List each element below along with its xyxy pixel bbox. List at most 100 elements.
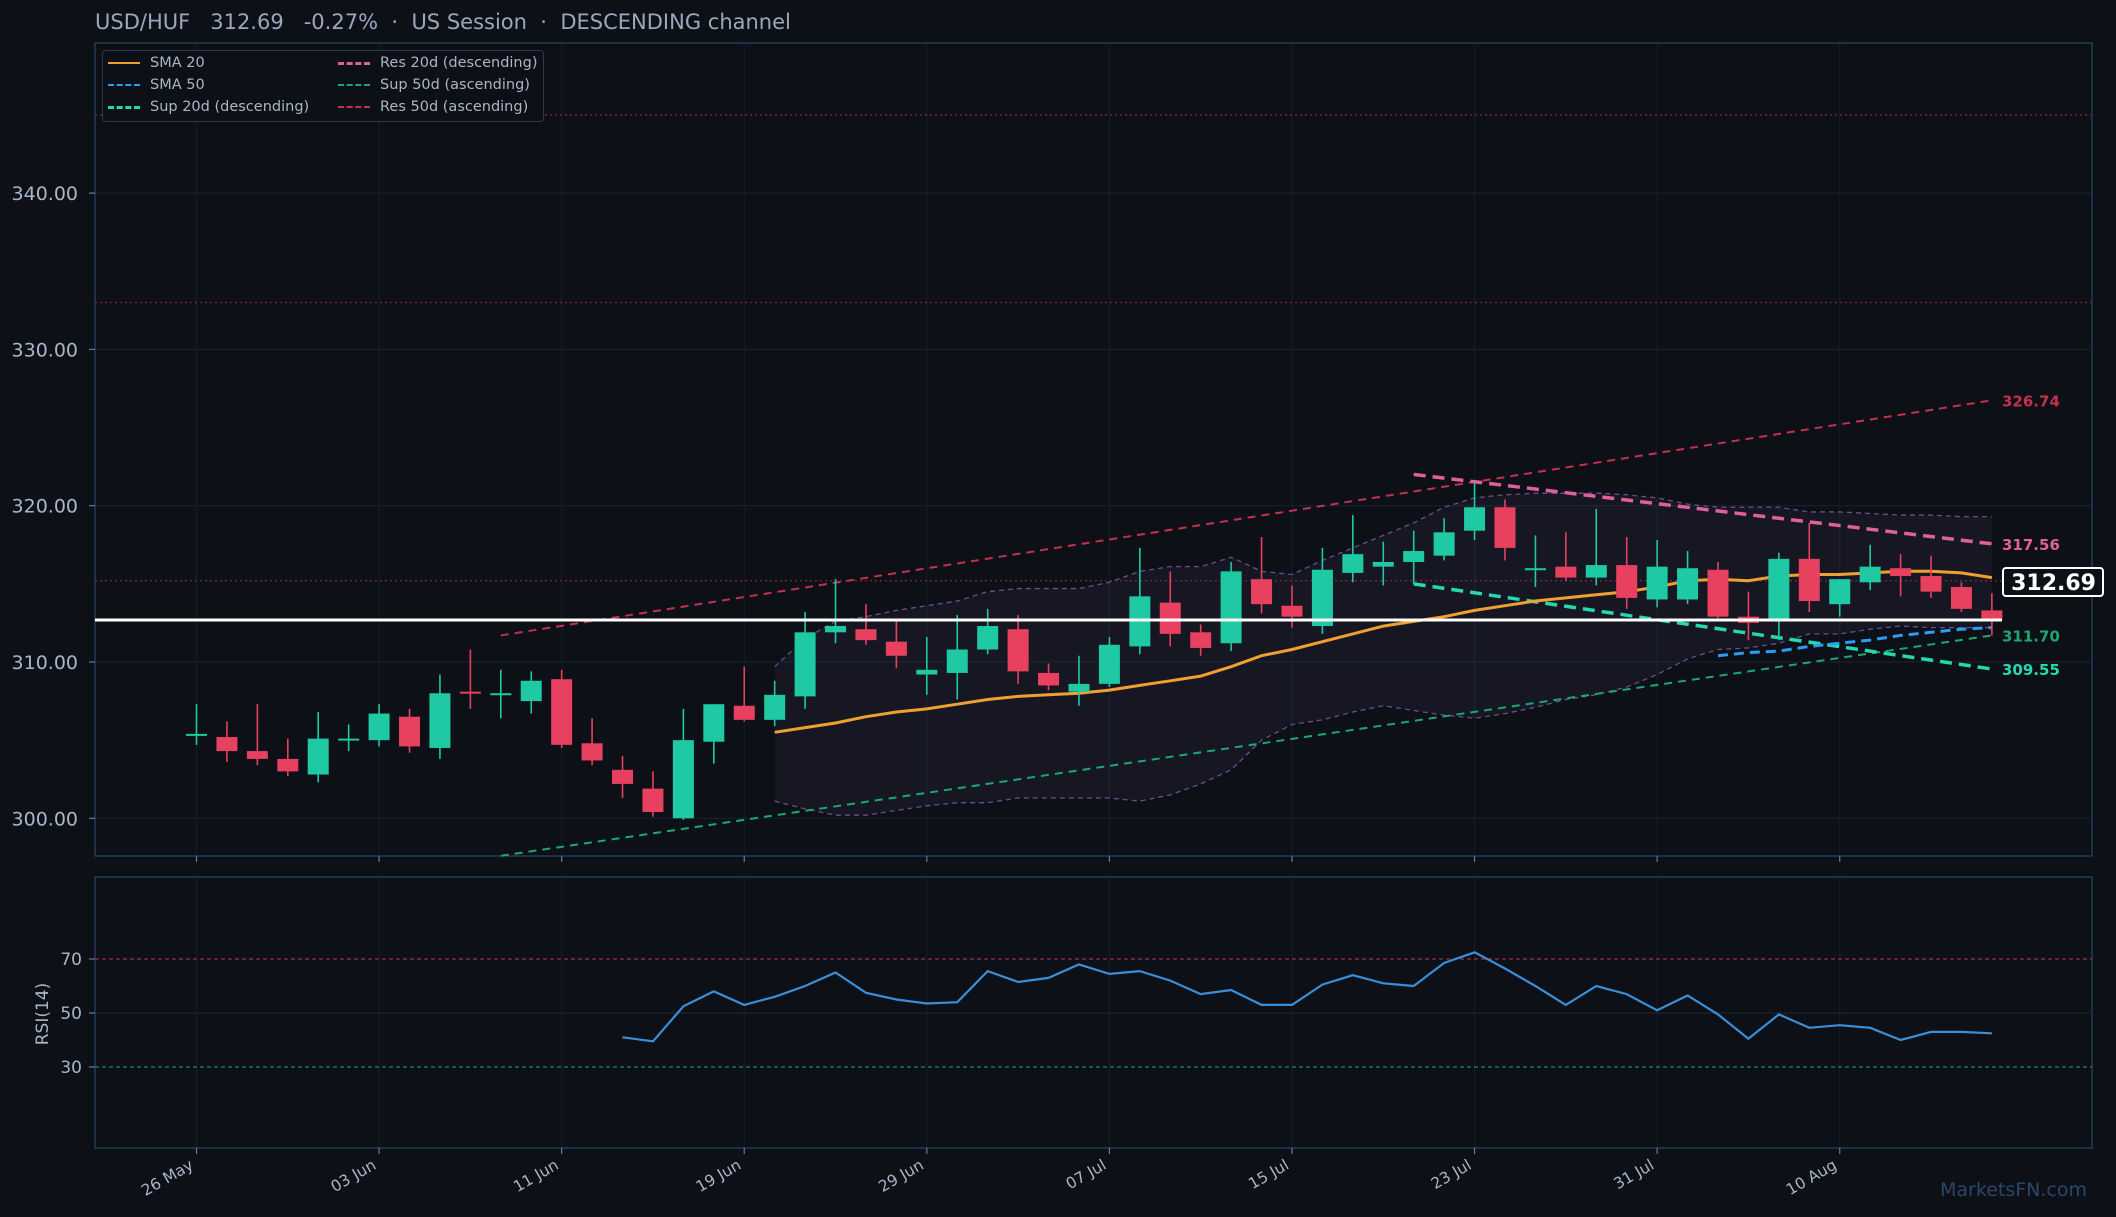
candle-body-35	[1251, 579, 1273, 605]
last-price-tag: 312.69	[2002, 567, 2104, 597]
legend-swatch-res20	[338, 61, 370, 65]
candle-body-59	[1981, 610, 2003, 620]
candle-body-19	[764, 694, 786, 720]
candle-body-53	[1798, 558, 1820, 602]
candle-body-40	[1403, 551, 1425, 562]
x-tick-label-4: 29 Jun	[875, 1156, 926, 1196]
legend-swatch-sup20	[108, 105, 140, 109]
candle-body-49	[1677, 568, 1699, 600]
x-tick-label-7: 23 Jul	[1428, 1156, 1475, 1193]
candle-body-30	[1098, 644, 1120, 684]
rsi-axis-label: RSI(14)	[33, 983, 53, 1046]
header-symbol: USD/HUF	[95, 10, 191, 34]
candle-body-48	[1646, 566, 1668, 600]
x-tick-label-9: 10 Aug	[1783, 1156, 1840, 1199]
legend-label-sup20: Sup 20d (descending)	[150, 99, 310, 115]
candle-body-52	[1768, 558, 1790, 622]
candle-body-43	[1494, 507, 1516, 548]
candle-body-36	[1281, 605, 1303, 617]
bollinger-lower	[774, 625, 1992, 816]
candle-body-21	[825, 626, 847, 633]
x-tick-label-0: 26 May	[138, 1156, 196, 1200]
legend-label-sma50: SMA 50	[150, 77, 205, 93]
rsi-y-tick-label-0: 30	[60, 1058, 82, 1078]
trendlines	[500, 399, 1993, 857]
candle-body-14	[612, 769, 634, 784]
y-tick-label-3: 330.00	[12, 339, 78, 361]
legend-item-sma20: SMA 20	[108, 53, 205, 73]
candle-body-17	[703, 704, 725, 742]
main-grid	[95, 43, 2092, 856]
legend-item-sma50: SMA 50	[108, 75, 205, 95]
candle-body-38	[1342, 554, 1364, 573]
candle-body-58	[1950, 586, 1972, 609]
legend-label-sup50: Sup 50d (ascending)	[380, 77, 530, 93]
y-axis: 300.00 310.00 320.00 330.00 340.00	[12, 183, 95, 830]
header-sep-2: ·	[540, 10, 547, 34]
candle-body-18	[733, 705, 755, 720]
x-tick-label-5: 07 Jul	[1063, 1156, 1110, 1193]
candle-body-41	[1433, 532, 1455, 556]
x-tick-label-3: 19 Jun	[693, 1156, 744, 1196]
rsi-panel: 30 50 70 RSI(14)	[33, 950, 2092, 1078]
legend-item-res50: Res 50d (ascending)	[338, 97, 528, 117]
candle-body-47	[1616, 565, 1638, 598]
candle-body-16	[672, 740, 694, 819]
sma50-line	[1717, 626, 1992, 658]
legend-label-res20: Res 20d (descending)	[380, 55, 538, 71]
candle-body-8	[429, 693, 451, 748]
candle-body-10	[490, 693, 512, 696]
candle-body-27	[1007, 629, 1029, 672]
main-panel-frame	[94, 42, 2093, 857]
candle-body-50	[1707, 569, 1729, 617]
candle-body-5	[338, 738, 360, 741]
candle-body-4	[307, 738, 329, 775]
header-session: US Session	[411, 10, 527, 34]
legend-item-sup50: Sup 50d (ascending)	[338, 75, 530, 95]
legend-swatch-sma50	[108, 84, 140, 86]
res-50d-label: 326.74	[2002, 392, 2060, 410]
y-tick-label-2: 320.00	[12, 496, 78, 518]
candle-body-44	[1524, 568, 1546, 571]
y-tick-label-1: 310.00	[12, 652, 78, 674]
rsi-y-tick-label-1: 50	[60, 1004, 82, 1024]
y-tick-label-0: 300.00	[12, 808, 78, 830]
rsi-line	[622, 951, 1992, 1043]
chart-header: USD/HUF 312.69 -0.27% · US Session · DES…	[95, 10, 791, 34]
candle-body-3	[277, 758, 299, 772]
candle-body-2	[246, 751, 268, 759]
candle-body-12	[551, 679, 573, 745]
candle-body-33	[1190, 632, 1212, 648]
candle-body-56	[1890, 568, 1912, 577]
candle-body-32	[1159, 602, 1181, 634]
candle-body-42	[1464, 507, 1486, 531]
x-tick-label-6: 15 Jul	[1245, 1156, 1292, 1193]
legend-label-sma20: SMA 20	[150, 55, 205, 71]
res-20d-label: 317.56	[2002, 536, 2060, 554]
candle-body-23	[885, 641, 907, 656]
candle-body-9	[459, 691, 481, 694]
legend-item-sup20: Sup 20d (descending)	[108, 97, 309, 117]
candle-body-57	[1920, 576, 1942, 592]
candle-body-0	[186, 733, 207, 736]
header-channel: DESCENDING channel	[560, 10, 791, 34]
rsi-y-tick-label-2: 70	[60, 950, 82, 970]
candle-body-39	[1372, 561, 1394, 567]
sup-20d-descending-line	[1413, 582, 1993, 671]
candle-body-28	[1038, 672, 1060, 686]
x-tick-label-8: 31 Jul	[1611, 1156, 1658, 1193]
candle-body-37	[1311, 569, 1333, 627]
sup-50d-label: 311.70	[2002, 627, 2060, 645]
legend-swatch-sma20	[108, 62, 140, 64]
header-price: 312.69	[210, 10, 284, 34]
candle-body-22	[855, 629, 877, 641]
candle-body-24	[916, 669, 938, 675]
trend-labels: 326.74 317.56 311.70 309.55	[2002, 392, 2060, 679]
sup-20d-label: 309.55	[2002, 661, 2060, 679]
candle-body-25	[946, 649, 968, 673]
legend-swatch-res50	[338, 106, 370, 108]
candle-body-26	[977, 626, 999, 650]
x-tick-label-2: 11 Jun	[510, 1156, 561, 1196]
legend-label-res50: Res 50d (ascending)	[380, 99, 529, 115]
candle-body-7	[399, 716, 421, 747]
